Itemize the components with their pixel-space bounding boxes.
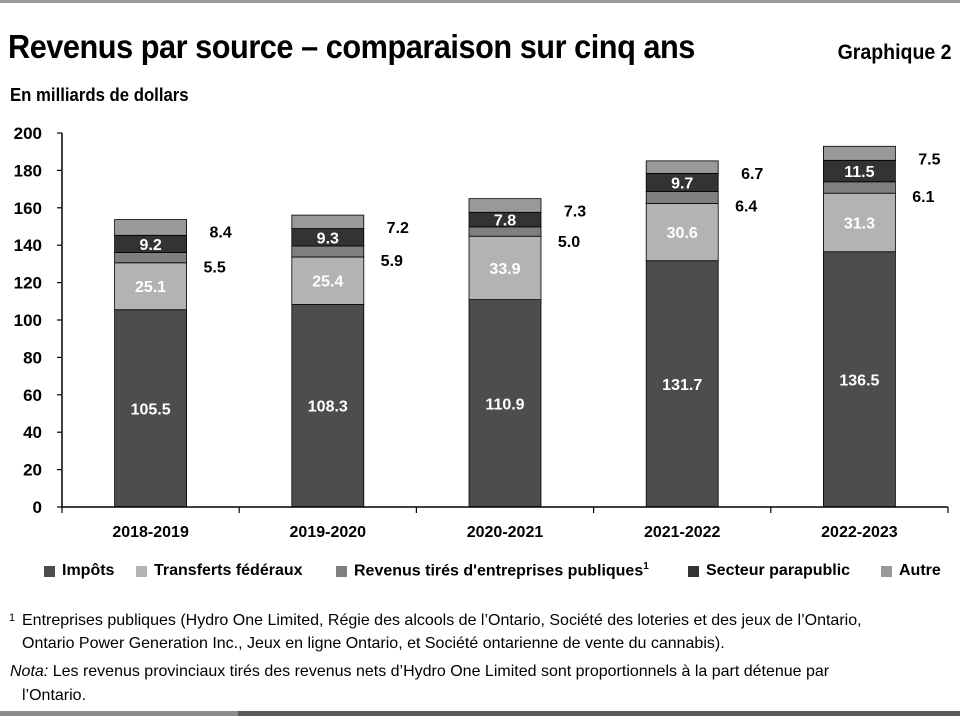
legend-swatch-autre	[881, 565, 892, 577]
data-label-parapublic: 9.2	[139, 237, 161, 254]
bar-segment-entreprises	[823, 181, 896, 194]
data-label-impots: 108.3	[308, 399, 348, 416]
legend-label-parapublic: Secteur parapublic	[706, 562, 851, 579]
legend-item-impots: Impôts	[44, 560, 114, 582]
legend-swatch-transferts	[136, 565, 147, 577]
data-label-autre: 7.5	[918, 151, 940, 168]
bar-segment-autre	[114, 219, 187, 236]
legend-label-transferts: Transferts fédéraux	[154, 562, 303, 579]
x-tick-label: 2020-2021	[467, 524, 544, 541]
bar-segment-transferts	[645, 203, 719, 262]
legend-swatch-entreprises	[336, 565, 347, 577]
y-tick-label: 40	[23, 423, 42, 442]
data-label-parapublic: 9.7	[671, 175, 693, 192]
data-label-transferts: 25.4	[312, 274, 343, 291]
data-label-autre: 7.2	[387, 220, 409, 237]
top-rule	[0, 0, 960, 3]
nota-text: Les revenus provinciaux tirés des revenu…	[48, 663, 830, 680]
chart-number: Graphique 2	[838, 41, 952, 64]
y-tick-label: 160	[14, 199, 42, 218]
y-tick-label: 120	[14, 274, 42, 293]
data-label-autre: 6.7	[741, 166, 763, 183]
y-tick-label: 0	[33, 498, 42, 517]
data-label-transferts: 31.3	[844, 215, 875, 232]
bar-segment-entreprises	[645, 191, 719, 204]
nota-line-1: Nota: Les revenus provinciaux tirés des …	[10, 663, 829, 681]
x-axis: 2018-2019 2019-2020 2020-2021 2021-2022 2022…	[61, 506, 949, 541]
bars: 105.5 25.1 9.2 5.5 8.4 108.3 25.4 9.3 5.9 7.2 110.…	[114, 145, 941, 508]
legend-footnote-mark: 1	[643, 561, 649, 573]
bar-segment-autre	[291, 214, 365, 229]
bar-segment-impots	[291, 304, 365, 508]
data-label-transferts: 25.1	[135, 279, 166, 296]
legend-label-impots: Impôts	[62, 562, 115, 579]
y-tick-label: 180	[14, 161, 42, 180]
x-tick-label: 2021-2022	[644, 524, 721, 541]
legend: Impôts Transferts fédéraux Revenus tirés…	[0, 560, 960, 582]
stacked-bar-chart: 0 20 40 60 80 100 120 140 160 180 200 105.5 25.1 9.2…	[14, 124, 949, 541]
legend-item-parapublic: Secteur parapublic	[688, 560, 850, 582]
y-tick-label: 200	[14, 124, 42, 143]
data-label-entreprises: 5.5	[203, 259, 225, 276]
data-label-parapublic: 9.3	[317, 230, 339, 247]
y-tick-label: 80	[23, 348, 42, 367]
y-tick-label: 100	[14, 311, 42, 330]
x-tick-label: 2018-2019	[112, 524, 189, 541]
legend-swatch-impots	[44, 565, 55, 577]
bar-segment-autre	[468, 198, 542, 213]
data-label-parapublic: 11.5	[844, 164, 874, 181]
bar-segment-transferts	[291, 256, 365, 305]
footnote-line-1: Entreprises publiques (Hydro One Limited…	[22, 612, 862, 629]
unit-label: En milliards de dollars	[10, 85, 189, 105]
data-label-entreprises: 6.1	[912, 189, 934, 206]
bar-segment-impots	[645, 260, 719, 508]
data-label-impots: 105.5	[131, 401, 171, 418]
data-label-impots: 110.9	[485, 396, 524, 413]
legend-swatch-parapublic	[688, 565, 699, 577]
bar-segment-transferts	[823, 192, 896, 253]
footnote-line-2: Ontario Power Generation Inc., Jeux en l…	[22, 635, 725, 652]
bar-segment-entreprises	[291, 245, 365, 258]
bottom-rule-accent	[238, 711, 960, 716]
y-tick-label: 20	[23, 461, 42, 480]
data-label-entreprises: 5.0	[558, 234, 580, 251]
data-label-entreprises: 5.9	[381, 253, 403, 270]
footnote-mark: 1	[9, 612, 16, 624]
bar-segment-impots	[823, 251, 896, 508]
legend-label-autre: Autre	[899, 562, 941, 579]
bar-segment-autre	[645, 160, 719, 174]
bar-segment-transferts	[468, 235, 542, 301]
legend-item-entreprises: Revenus tirés d'entreprises publiques1	[336, 560, 649, 582]
bar-segment-transferts	[114, 262, 187, 311]
bar-segment-impots	[468, 299, 542, 508]
bar-segment-entreprises	[114, 252, 187, 264]
y-axis: 0 20 40 60 80 100 120 140 160 180 200	[14, 124, 63, 517]
data-label-autre: 7.3	[564, 204, 586, 221]
data-label-parapublic: 7.8	[494, 213, 516, 230]
y-tick-label: 140	[14, 236, 42, 255]
data-label-transferts: 33.9	[489, 261, 520, 278]
legend-item-transferts: Transferts fédéraux	[136, 560, 303, 582]
x-tick-label: 2022-2023	[821, 524, 898, 541]
nota-line-2: l’Ontario.	[22, 687, 87, 704]
data-label-autre: 8.4	[209, 225, 231, 242]
legend-item-autre: Autre	[881, 560, 941, 582]
data-label-impots: 136.5	[839, 372, 879, 389]
y-tick-label: 60	[23, 386, 42, 405]
data-label-impots: 131.7	[662, 377, 702, 394]
chart-title: Revenus par source – comparaison sur cin…	[8, 28, 695, 65]
data-label-entreprises: 6.4	[735, 199, 757, 216]
nota-label: Nota:	[10, 663, 49, 680]
x-tick-label: 2019-2020	[290, 524, 367, 541]
legend-label-entreprises: Revenus tirés d'entreprises publiques	[354, 562, 644, 580]
data-label-transferts: 30.6	[667, 225, 698, 242]
bar-segment-autre	[823, 145, 896, 161]
